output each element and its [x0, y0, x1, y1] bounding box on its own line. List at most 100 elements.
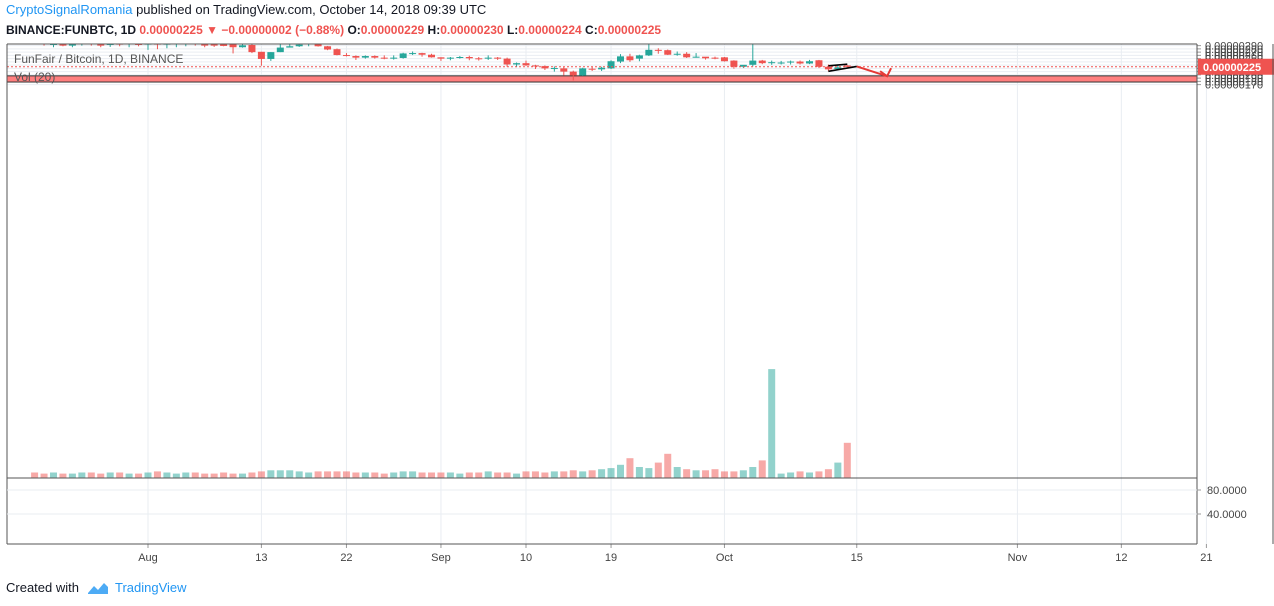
candle-body: [683, 53, 691, 58]
price-tick-label: 0.00000290: [1205, 41, 1263, 53]
created-with-text: Created with: [6, 580, 79, 595]
candle-body: [428, 54, 435, 58]
high-value: 0.00000230: [440, 23, 504, 37]
x-tick-label: 12: [1115, 552, 1127, 564]
volume-bar: [635, 467, 643, 478]
candle-body: [257, 51, 265, 59]
candle-body: [380, 57, 388, 59]
candle-body: [702, 56, 710, 59]
change-arrow-icon: ▼: [206, 23, 218, 37]
publish-header: CryptoSignalRomania published on Trading…: [6, 2, 486, 18]
candle-body: [59, 44, 67, 46]
candle-body: [409, 53, 417, 55]
lower-tick-label: 80.0000: [1207, 485, 1247, 497]
author-link[interactable]: CryptoSignalRomania: [6, 2, 133, 17]
open-label: O:: [347, 23, 361, 37]
volume-bar: [97, 473, 105, 478]
volume-bar: [806, 472, 813, 478]
volume-bar: [446, 472, 454, 478]
volume-bar: [106, 472, 114, 478]
volume-bar: [475, 472, 483, 478]
lower-tick-label: 40.0000: [1207, 509, 1247, 521]
candle-body: [522, 63, 530, 66]
volume-bar: [739, 470, 747, 478]
plot-background: [7, 44, 1197, 544]
volume-bar: [843, 442, 851, 478]
candle-body: [617, 56, 624, 62]
candle-body: [390, 57, 398, 59]
candle-body: [437, 57, 445, 59]
candle-body: [333, 49, 341, 56]
volume-bar: [295, 471, 303, 478]
volume-bar: [777, 473, 785, 478]
candle-body: [513, 63, 521, 65]
volume-bar: [645, 468, 653, 478]
volume-bar: [560, 471, 568, 478]
candle-body: [182, 42, 189, 43]
volume-bar: [68, 473, 76, 478]
low-label: L:: [506, 23, 519, 37]
candle-body: [503, 58, 511, 65]
volume-bar: [730, 471, 738, 478]
footer: Created with TradingView: [6, 580, 187, 595]
candle-body: [588, 68, 596, 70]
volume-bar: [711, 469, 719, 478]
candle-body: [201, 44, 209, 46]
candle-body: [352, 56, 360, 58]
volume-bar: [494, 472, 502, 478]
volume-bar: [550, 471, 558, 478]
volume-bar: [220, 472, 228, 478]
candle-body: [692, 56, 700, 58]
volume-bar: [116, 472, 124, 478]
candle-body: [314, 44, 322, 47]
volume-bar: [418, 472, 426, 478]
low-value: 0.00000224: [518, 23, 582, 37]
candle-body: [711, 57, 719, 59]
candle-body: [399, 53, 407, 58]
volume-bar: [664, 453, 672, 478]
volume-bar: [768, 369, 776, 478]
candle-body: [31, 41, 38, 43]
candle-body: [815, 60, 823, 67]
candle-body: [843, 65, 851, 67]
last-value: 0.00000225: [139, 23, 203, 37]
volume-bar: [456, 473, 464, 478]
volume-bar: [673, 467, 681, 478]
volume-bar: [371, 472, 379, 478]
close-label: C:: [585, 23, 598, 37]
volume-bar: [361, 472, 369, 478]
volume-bar: [758, 460, 766, 478]
candle-body: [834, 67, 842, 70]
x-tick-label: 15: [851, 552, 863, 564]
volume-bars: [31, 369, 851, 478]
volume-bar: [399, 471, 407, 478]
candle-body: [730, 60, 738, 67]
volume-bar: [40, 473, 48, 478]
volume-bar: [692, 470, 700, 478]
price-tick-label: 0.00000190: [1205, 73, 1263, 85]
volume-bar: [579, 471, 587, 478]
x-tick-label: 21: [1200, 552, 1212, 564]
volume-bar: [749, 467, 757, 478]
volume-bar: [78, 472, 86, 478]
volume-bar: [352, 472, 360, 478]
flag-trendline: [828, 63, 848, 67]
candle-body: [68, 44, 76, 46]
tradingview-link[interactable]: TradingView: [114, 580, 187, 595]
candle-body: [645, 49, 653, 56]
published-text: published on TradingView.com, October 14…: [132, 2, 487, 17]
volume-bar: [607, 468, 615, 478]
volume-bar: [465, 472, 473, 478]
volume-bar: [484, 471, 492, 478]
candle-body: [654, 49, 662, 51]
volume-bar: [513, 473, 521, 478]
candle-body: [276, 47, 284, 53]
volume-bar: [163, 472, 171, 478]
volume-bar: [702, 470, 710, 478]
x-tick-label: 19: [605, 552, 617, 564]
candle-body: [550, 68, 558, 70]
volume-bar: [229, 473, 237, 478]
volume-bar: [276, 470, 284, 478]
candle-body: [361, 56, 369, 58]
